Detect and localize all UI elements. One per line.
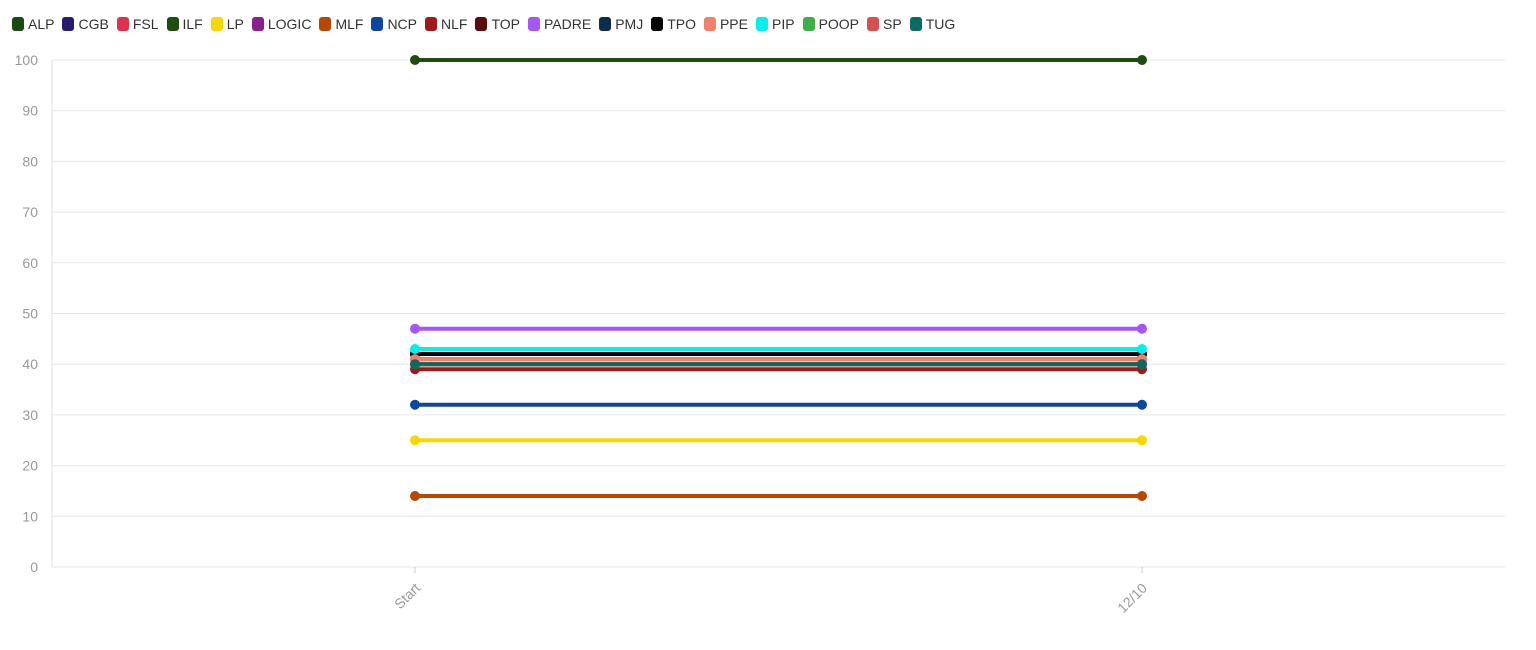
legend-label: PADRE [543, 16, 592, 32]
legend-swatch [166, 17, 179, 31]
grid-layer [52, 59, 1505, 568]
legend-swatch [371, 17, 384, 31]
y-tick-label: 40 [22, 356, 38, 372]
legend-item-tug[interactable]: TUG [909, 14, 956, 34]
data-point [1137, 359, 1147, 370]
legend-label: MLF [335, 16, 364, 32]
legend-swatch [651, 17, 664, 31]
legend-item-logic[interactable]: LOGIC [251, 14, 312, 34]
data-point [1137, 491, 1147, 502]
legend-swatch [116, 17, 129, 31]
data-point [1137, 399, 1147, 410]
x-tick-label: 12/10 [1114, 580, 1150, 616]
legend-label: NLF [441, 16, 468, 32]
legend-item-tpo[interactable]: TPO [651, 14, 696, 34]
legend-item-cgb[interactable]: CGB [62, 14, 109, 34]
legend-swatch [12, 17, 24, 31]
data-point [410, 491, 420, 502]
legend-swatch [909, 17, 922, 31]
legend-item-alp[interactable]: ALP [12, 14, 54, 34]
legend-item-lp[interactable]: LP [210, 14, 244, 34]
y-tick-label: 70 [22, 204, 38, 220]
legend-swatch [475, 17, 488, 31]
legend-item-pmj[interactable]: PMJ [599, 14, 643, 34]
axis-layer: 0 10 20 30 40 50 60 70 80 90 100 Start 12/10 [15, 52, 1151, 616]
legend-label: NCP [387, 16, 417, 32]
data-point [410, 323, 420, 334]
legend-swatch [599, 17, 612, 31]
legend-label: TOP [491, 16, 520, 32]
y-tick-label: 100 [15, 52, 39, 68]
data-point [410, 343, 420, 354]
y-tick-label: 60 [22, 255, 38, 271]
data-point [1137, 323, 1147, 334]
legend-item-poop[interactable]: POOP [802, 14, 860, 34]
y-tick-label: 20 [22, 458, 38, 474]
legend-label: PIP [771, 16, 795, 32]
y-tick-label: 30 [22, 407, 38, 423]
series-pip [410, 343, 1147, 354]
data-point [1137, 55, 1147, 65]
legend-swatch [210, 17, 223, 31]
y-tick-label: 50 [22, 306, 38, 322]
legend-label: POOP [818, 16, 860, 32]
legend-label: ILF [182, 16, 203, 32]
legend-item-padre[interactable]: PADRE [527, 14, 592, 34]
data-point [1137, 435, 1147, 446]
y-tick-label: 0 [30, 559, 38, 575]
legend-label: CGB [78, 16, 109, 32]
x-tick-label: Start [391, 580, 423, 612]
series-padre [410, 323, 1147, 334]
legend-label: TUG [925, 16, 956, 32]
series-layer [410, 55, 1147, 502]
data-point [410, 55, 420, 65]
legend-swatch [251, 17, 264, 31]
legend-label: TPO [667, 16, 696, 32]
y-tick-label: 80 [22, 153, 38, 169]
legend-label: PPE [719, 16, 748, 32]
legend-item-ncp[interactable]: NCP [371, 14, 417, 34]
data-point [1137, 343, 1147, 354]
legend-item-pip[interactable]: PIP [755, 14, 795, 34]
legend-item-sp[interactable]: SP [867, 14, 902, 34]
legend-swatch [867, 17, 880, 31]
legend-label: SP [883, 16, 902, 32]
legend-item-ilf[interactable]: ILF [166, 14, 203, 34]
series-ilf [410, 55, 1147, 65]
legend-label: PMJ [615, 16, 644, 32]
series-tug [410, 359, 1147, 370]
legend-item-top[interactable]: TOP [475, 14, 520, 34]
legend-swatch [802, 17, 815, 31]
legend-label: LOGIC [267, 16, 312, 32]
series-lp [410, 435, 1147, 446]
legend-label: ALP [28, 16, 55, 32]
legend-item-fsl[interactable]: FSL [116, 14, 159, 34]
legend-swatch [62, 17, 75, 31]
legend-swatch [425, 17, 437, 31]
y-tick-label: 90 [22, 103, 38, 119]
legend-label: LP [226, 16, 244, 32]
legend-label: FSL [132, 16, 159, 32]
legend-item-mlf[interactable]: MLF [319, 14, 363, 34]
legend-swatch [755, 17, 768, 31]
legend-swatch [703, 17, 716, 31]
series-ncp [410, 399, 1147, 410]
data-point [410, 359, 420, 370]
legend-swatch [319, 17, 332, 31]
data-point [410, 399, 420, 410]
y-tick-label: 10 [22, 508, 38, 524]
legend: ALP CGB FSL ILF LP LOGIC MLF NCP NLF TOP PADRE PMJ T… [12, 14, 963, 34]
legend-swatch [527, 17, 540, 31]
data-point [410, 435, 420, 446]
legend-item-ppe[interactable]: PPE [703, 14, 748, 34]
series-mlf [410, 491, 1147, 502]
legend-item-nlf[interactable]: NLF [425, 14, 467, 34]
